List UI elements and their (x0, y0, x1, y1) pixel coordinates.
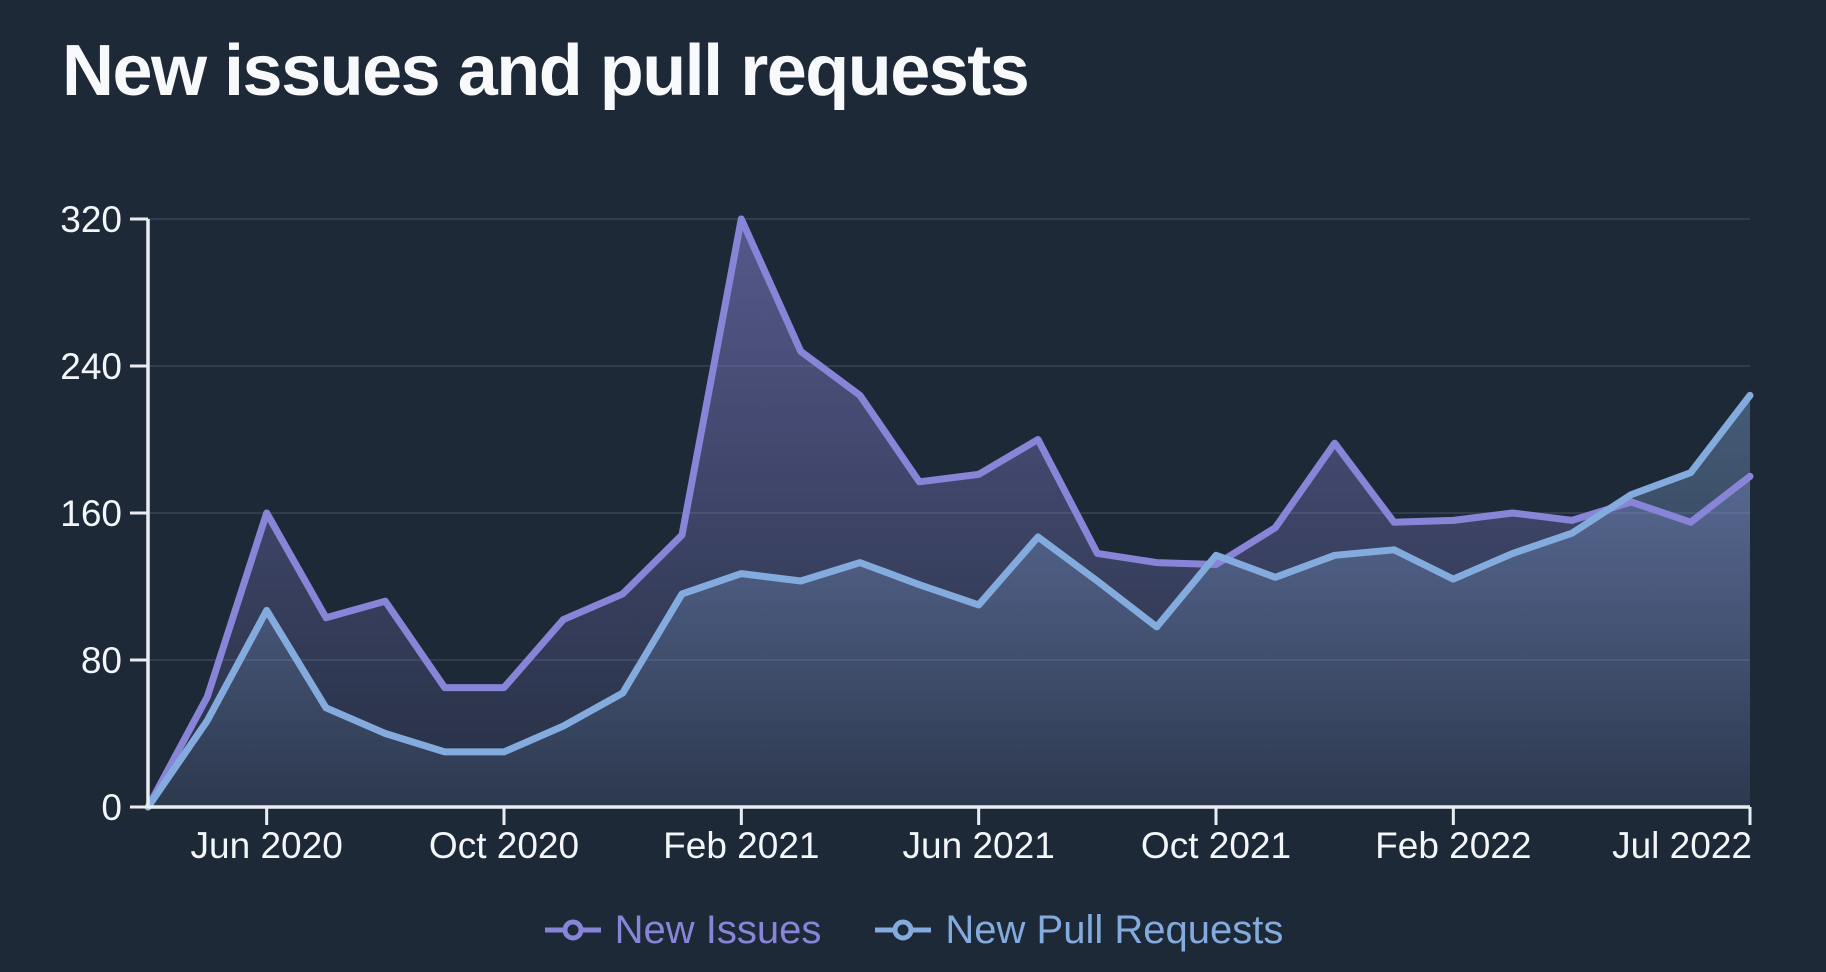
area-new-pull-requests (148, 395, 1750, 807)
x-tick-label: Feb 2022 (1375, 825, 1531, 866)
x-tick-label: Feb 2021 (663, 825, 819, 866)
line-new-pull-requests[interactable] (144, 391, 1754, 811)
y-tick-label: 80 (81, 640, 122, 681)
x-tick-label: Jun 2020 (191, 825, 343, 866)
x-tick-label: Jul 2022 (1612, 825, 1752, 866)
line-circle-marker-icon (544, 919, 601, 941)
y-tick-label: 0 (101, 787, 122, 828)
y-tick-label: 320 (60, 199, 122, 240)
legend-label: New Pull Requests (945, 908, 1284, 952)
line-circle-marker-icon (875, 919, 932, 941)
y-tick-label: 160 (60, 493, 122, 534)
line-new-issues[interactable] (144, 215, 1754, 811)
x-tick-label: Jun 2021 (903, 825, 1055, 866)
x-tick-label: Oct 2020 (429, 825, 579, 866)
legend-item-new-pull-requests[interactable]: New Pull Requests (873, 910, 1283, 950)
chart-legend: New Issues New Pull Requests (0, 898, 1826, 962)
legend-label: New Issues (614, 908, 822, 952)
chart-title: New issues and pull requests (62, 31, 1030, 111)
x-tick-label: Oct 2021 (1141, 825, 1291, 866)
y-tick-label: 240 (60, 346, 122, 387)
legend-item-new-issues[interactable]: New Issues (543, 908, 822, 952)
